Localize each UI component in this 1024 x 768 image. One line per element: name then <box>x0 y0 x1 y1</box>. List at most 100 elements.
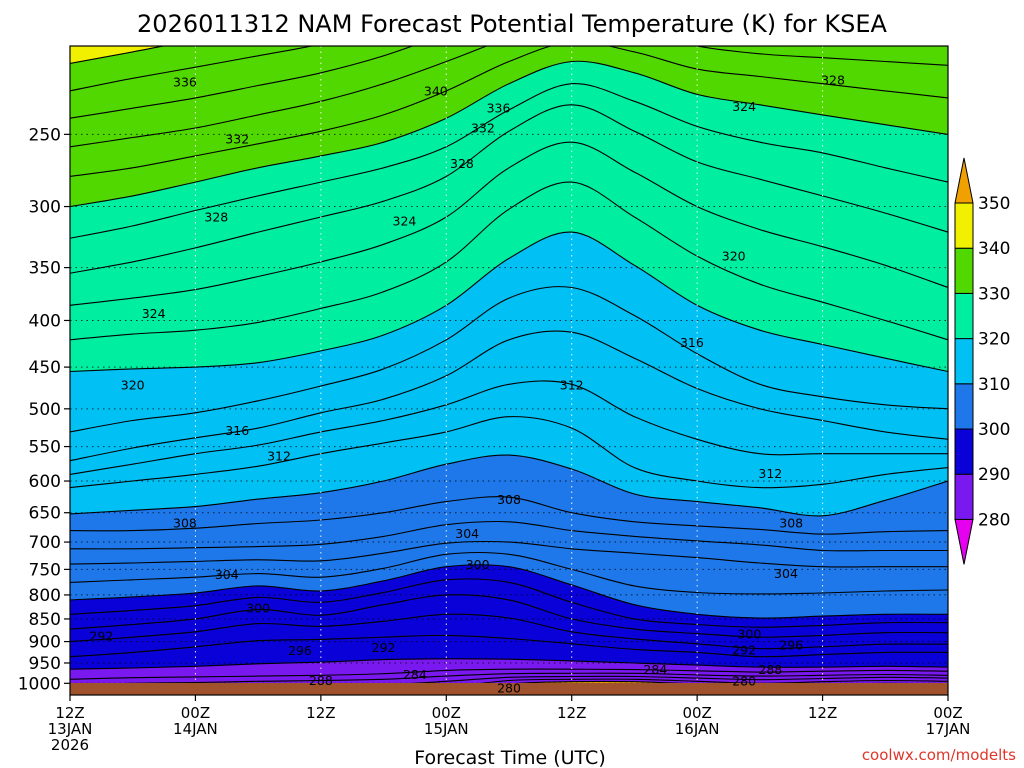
contour-label-304: 304 <box>215 567 239 582</box>
y-axis-ticks: 250 300 350 400 450 500 550 600 650 700 750 800 850 9… <box>18 125 70 694</box>
colorbar-bin-280 <box>954 473 974 520</box>
colorbar-label: 280 <box>978 510 1010 530</box>
isentrope-328 <box>70 83 948 239</box>
contour-label-328: 328 <box>450 156 474 171</box>
x-tick-label: 00Z <box>682 704 711 722</box>
y-tick-label: 550 <box>29 438 61 458</box>
isentrope-288 <box>70 668 948 680</box>
isentrope-296 <box>70 594 948 638</box>
y-tick-label: 300 <box>29 198 61 218</box>
contour-label-304: 304 <box>455 526 479 541</box>
isentrope-324 <box>70 141 948 306</box>
isentrope-326 <box>70 104 948 274</box>
colorbar-label: 330 <box>978 284 1010 304</box>
contour-label-304: 304 <box>774 566 798 581</box>
contour-label-300: 300 <box>466 557 490 572</box>
y-tick-label: 250 <box>29 125 61 145</box>
contour-labels: 336 340 336 332 332 328 328 324 328 324 320 324 316 3… <box>89 73 845 696</box>
isentrope-308 <box>70 496 948 535</box>
contour-label-312: 312 <box>758 466 782 481</box>
ground-surface <box>70 683 948 695</box>
contour-label-292: 292 <box>372 640 396 655</box>
contour-label-308: 308 <box>497 492 521 507</box>
x-tick-label: 12Z <box>557 704 586 722</box>
contour-label-280: 280 <box>497 681 521 696</box>
isentrope-338 <box>70 46 315 92</box>
colorbar-bin-330 <box>954 247 974 294</box>
contour-label-308: 308 <box>173 515 197 530</box>
y-tick-label: 850 <box>29 610 61 630</box>
y-tick-label: 600 <box>29 472 61 492</box>
colorbar-label: 290 <box>978 465 1010 485</box>
x-tick-label: 00Z <box>432 704 461 722</box>
isentrope-334 <box>70 46 948 148</box>
contour-label-288: 288 <box>758 662 782 677</box>
colorbar-bin-290 <box>954 428 974 475</box>
y-tick-label: 800 <box>29 586 61 606</box>
y-tick-label: 450 <box>29 358 61 378</box>
contour-label-296: 296 <box>779 638 803 653</box>
contour-label-328: 328 <box>821 73 845 88</box>
contour-label-292: 292 <box>89 628 113 643</box>
isentrope-322 <box>70 181 948 341</box>
contour-label-320: 320 <box>121 378 145 393</box>
chart-title: 2026011312 NAM Forecast Potential Temper… <box>137 10 888 38</box>
isentrope-302 <box>70 551 948 595</box>
x-tick-label: 00Z <box>181 704 210 722</box>
isentrope-320 <box>70 231 948 373</box>
isentrope-318 <box>70 286 948 433</box>
colorbar-bin-340 <box>954 202 974 249</box>
contour-label-308: 308 <box>779 515 803 530</box>
isentrope-286 <box>70 672 948 686</box>
x-tick-label: 13JAN <box>48 720 93 738</box>
y-tick-label: 1000 <box>18 674 61 694</box>
contour-label-324: 324 <box>732 99 756 114</box>
colorbar-label: 340 <box>978 239 1010 259</box>
contour-label-292: 292 <box>732 642 756 657</box>
contour-label-312: 312 <box>560 378 584 393</box>
x-tick-label: 15JAN <box>424 720 469 738</box>
colorbar-bin-300 <box>954 383 974 430</box>
contour-label-280: 280 <box>732 673 756 688</box>
credit-text: coolwx.com/modelts <box>862 746 1016 764</box>
x-tick-label: 17JAN <box>926 720 971 738</box>
contour-label-312: 312 <box>267 448 291 463</box>
y-tick-label: 350 <box>29 259 61 279</box>
colorbar-bin-320 <box>954 292 974 340</box>
colorbar-bin-high <box>954 157 974 204</box>
contour-label-296: 296 <box>288 643 312 658</box>
contour-label-300: 300 <box>737 627 761 642</box>
colorbar-label: 300 <box>978 420 1010 440</box>
colorbar-bin-310 <box>954 338 974 385</box>
colorbar-label: 320 <box>978 330 1010 350</box>
contour-label-284: 284 <box>403 667 427 682</box>
isentrope-336 <box>70 46 415 119</box>
y-tick-label: 750 <box>29 560 61 580</box>
isentrope-314 <box>70 380 948 475</box>
colorbar-bin-low <box>954 518 974 565</box>
y-tick-label: 700 <box>29 533 61 553</box>
y-tick-label: 900 <box>29 633 61 653</box>
contour-label-340: 340 <box>424 83 448 98</box>
temp-band-330 <box>70 46 948 207</box>
isentrope-312 <box>70 416 948 489</box>
x-tick-label: 12Z <box>808 704 837 722</box>
isentrope-294 <box>70 613 948 650</box>
plot-area: 336 340 336 332 332 328 328 324 328 324 320 324 316 3… <box>70 46 948 696</box>
x-tick-label: 16JAN <box>675 720 720 738</box>
isentrope-332 <box>70 46 948 177</box>
isentrope-316 <box>70 330 948 462</box>
contour-label-336: 336 <box>173 74 197 89</box>
y-tick-label: 400 <box>29 311 61 331</box>
contour-label-288: 288 <box>309 673 333 688</box>
isentrope-292 <box>70 634 948 658</box>
x-tick-label: 00Z <box>933 704 962 722</box>
contour-label-324: 324 <box>142 306 166 321</box>
contour-label-336: 336 <box>487 101 511 116</box>
plot-frame <box>69 45 949 696</box>
isentrope-290 <box>70 658 948 670</box>
isentrope-300 <box>70 564 948 619</box>
x-tick-label: 2026 <box>51 736 89 754</box>
